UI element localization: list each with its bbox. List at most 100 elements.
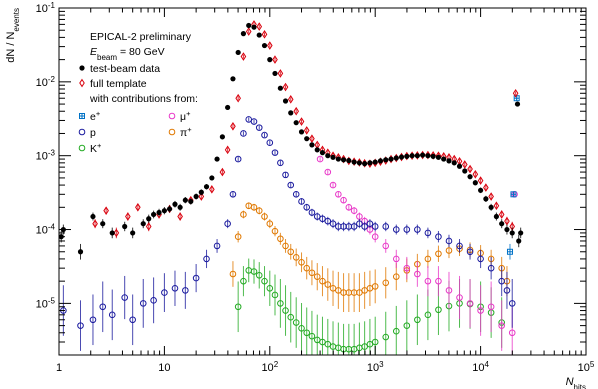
- point-kaon: [308, 332, 316, 340]
- y-tick-label: 10-4: [36, 222, 56, 237]
- point-kaon: [361, 343, 368, 350]
- point-proton: [171, 285, 179, 292]
- point-pion: [282, 242, 289, 250]
- point-muon: [403, 264, 411, 272]
- point-muon: [350, 207, 358, 214]
- point-proton: [435, 233, 442, 240]
- annotation-beam-energy: Ebeam = 80 GeV: [90, 46, 165, 62]
- point-electron: [506, 248, 513, 255]
- point-pion: [292, 254, 300, 261]
- point-pion: [229, 270, 237, 278]
- point-data: [193, 193, 199, 200]
- point-data: [514, 101, 521, 107]
- point-proton: [287, 181, 295, 189]
- point-proton: [213, 242, 221, 250]
- point-data: [146, 216, 152, 222]
- point-data: [451, 160, 457, 166]
- point-data: [478, 187, 484, 193]
- point-proton: [224, 220, 231, 227]
- point-data: [441, 156, 447, 162]
- point-data: [77, 249, 84, 255]
- point-kaon: [371, 338, 379, 346]
- point-template: [282, 82, 289, 92]
- point-muon: [392, 255, 400, 263]
- point-data: [288, 110, 294, 116]
- point-template: [461, 160, 468, 169]
- point-proton: [89, 316, 97, 324]
- point-data: [488, 204, 494, 210]
- point-pion: [261, 213, 268, 220]
- point-data: [388, 156, 394, 162]
- legend-label-pion: π+: [180, 125, 192, 140]
- point-proton: [277, 159, 284, 167]
- point-data: [240, 31, 247, 37]
- point-proton: [456, 242, 463, 250]
- point-template: [266, 41, 273, 50]
- point-data: [467, 174, 473, 180]
- point-template: [113, 228, 120, 238]
- point-data: [446, 158, 452, 164]
- point-kaon: [324, 340, 332, 348]
- point-template: [103, 206, 109, 216]
- y-tick-label: 10-1: [36, 1, 56, 16]
- point-kaon: [424, 311, 432, 319]
- point-pion: [240, 211, 247, 218]
- point-proton: [99, 303, 107, 311]
- point-pion: [234, 233, 242, 240]
- point-data: [161, 208, 167, 214]
- point-data: [330, 154, 336, 160]
- point-pion: [445, 247, 453, 254]
- legend-symbol-electron: [79, 113, 85, 119]
- point-kaon: [266, 285, 274, 292]
- point-template: [298, 117, 305, 126]
- point-template: [261, 30, 268, 39]
- point-template: [125, 212, 131, 221]
- point-data: [335, 156, 341, 162]
- point-pion: [308, 269, 316, 277]
- legend-marker-proton: [78, 128, 86, 136]
- legend-symbol-kaon: [78, 144, 86, 152]
- point-kaon: [250, 268, 258, 275]
- point-proton: [129, 316, 136, 324]
- point-template: [177, 212, 183, 221]
- point-pion: [382, 279, 390, 287]
- point-pion: [303, 264, 311, 272]
- point-data: [156, 209, 162, 216]
- point-data: [90, 213, 96, 220]
- point-template: [256, 22, 263, 31]
- legend-header: with contributions from:: [89, 93, 198, 105]
- point-kaon: [414, 316, 421, 324]
- legend-symbol-pion: [168, 128, 176, 136]
- point-data: [109, 230, 115, 236]
- legend-symbol-proton: [78, 128, 86, 136]
- point-muon: [371, 233, 379, 240]
- point-template: [219, 167, 226, 177]
- point-proton: [445, 237, 453, 245]
- point-pion: [250, 204, 258, 211]
- point-kaon: [382, 333, 390, 341]
- point-proton: [161, 289, 168, 296]
- point-proton: [282, 171, 289, 179]
- point-template: [483, 183, 489, 192]
- point-data: [256, 32, 262, 38]
- point-data: [214, 156, 220, 162]
- series-electron: [506, 95, 520, 260]
- point-pion: [255, 207, 263, 214]
- point-data: [282, 98, 289, 104]
- point-data: [462, 168, 468, 174]
- point-data: [409, 153, 415, 159]
- point-data: [493, 213, 500, 220]
- point-template: [467, 164, 473, 174]
- point-muon: [324, 168, 332, 176]
- legend-marker-kaon: [78, 144, 86, 152]
- point-data: [225, 104, 231, 111]
- point-data: [372, 159, 378, 165]
- point-data: [435, 154, 442, 160]
- point-muon: [329, 181, 337, 189]
- point-kaon: [255, 272, 263, 279]
- point-muon: [445, 287, 453, 294]
- point-data: [325, 153, 331, 159]
- legend-marker-electron: [79, 113, 85, 119]
- legend-label-template: full template: [90, 78, 147, 90]
- point-template: [512, 88, 519, 98]
